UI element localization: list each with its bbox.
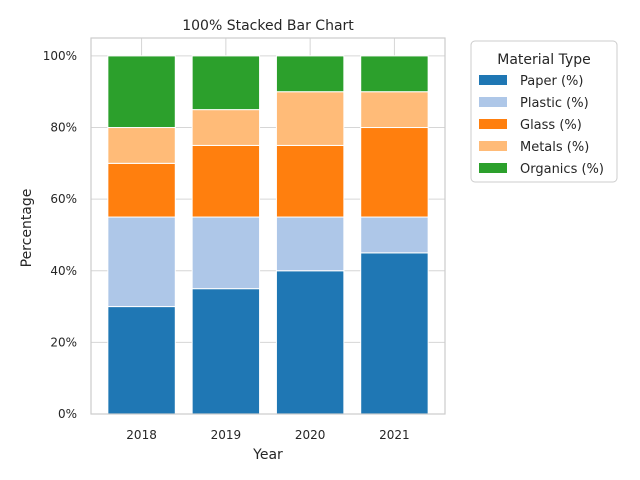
bar-segment xyxy=(107,216,176,308)
y-axis-ticks: 0% 20% 40% 60% 80% 100% xyxy=(43,49,77,421)
y-axis-label: Percentage xyxy=(19,189,35,268)
legend-swatch xyxy=(479,75,507,85)
legend-title: Material Type xyxy=(497,52,590,68)
legend-swatch xyxy=(479,163,507,173)
y-tick-label: 20% xyxy=(50,335,77,349)
bar-segment xyxy=(360,91,429,129)
legend-entry-label: Metals (%) xyxy=(520,140,589,155)
bar-segment xyxy=(107,127,176,164)
legend-entries: Paper (%) Plastic (%) Glass (%) Metals (%) O… xyxy=(479,74,604,177)
x-tick-label: 2020 xyxy=(295,428,326,442)
bar-segment xyxy=(191,55,261,111)
bar-segment xyxy=(360,252,429,415)
plot-frame xyxy=(90,37,446,415)
bar-segment xyxy=(191,144,261,218)
bar-segment xyxy=(191,216,261,290)
legend-swatch xyxy=(479,97,507,107)
bar-segment xyxy=(107,162,176,218)
legend-entry-label: Paper (%) xyxy=(520,74,583,89)
bar-segment xyxy=(275,55,345,93)
x-tick-label: 2019 xyxy=(211,428,242,442)
chart-title: 100% Stacked Bar Chart xyxy=(182,18,354,34)
legend-entry-label: Organics (%) xyxy=(520,162,604,177)
legend-entry-label: Plastic (%) xyxy=(520,96,589,111)
bar-segment xyxy=(275,91,345,146)
bar-segment xyxy=(107,306,176,415)
y-tick-label: 80% xyxy=(50,121,77,135)
x-tick-label: 2018 xyxy=(126,428,157,442)
x-tick-label: 2021 xyxy=(379,428,410,442)
bar-segment xyxy=(360,127,429,218)
bar-segment xyxy=(275,144,345,218)
bar-segment xyxy=(191,109,261,146)
bar-segment xyxy=(107,55,176,129)
legend: Material Type Paper (%) Plastic (%) Glass … xyxy=(470,40,618,183)
y-tick-label: 0% xyxy=(58,407,77,421)
y-tick-label: 60% xyxy=(50,192,77,206)
bar-segment xyxy=(275,216,345,272)
y-tick-label: 100% xyxy=(43,49,77,63)
x-axis-label: Year xyxy=(252,447,283,463)
y-tick-label: 40% xyxy=(50,264,77,278)
x-axis-ticks: 2018 2019 2020 2021 xyxy=(126,428,409,442)
bar-segment xyxy=(191,288,261,415)
legend-entry-label: Glass (%) xyxy=(520,118,582,133)
bar-segment xyxy=(360,216,429,254)
bar-segment xyxy=(275,270,345,415)
bar-segment xyxy=(360,55,429,93)
legend-box xyxy=(470,40,618,183)
legend-swatch xyxy=(479,141,507,151)
legend-swatch xyxy=(479,119,507,129)
bars xyxy=(107,55,429,415)
